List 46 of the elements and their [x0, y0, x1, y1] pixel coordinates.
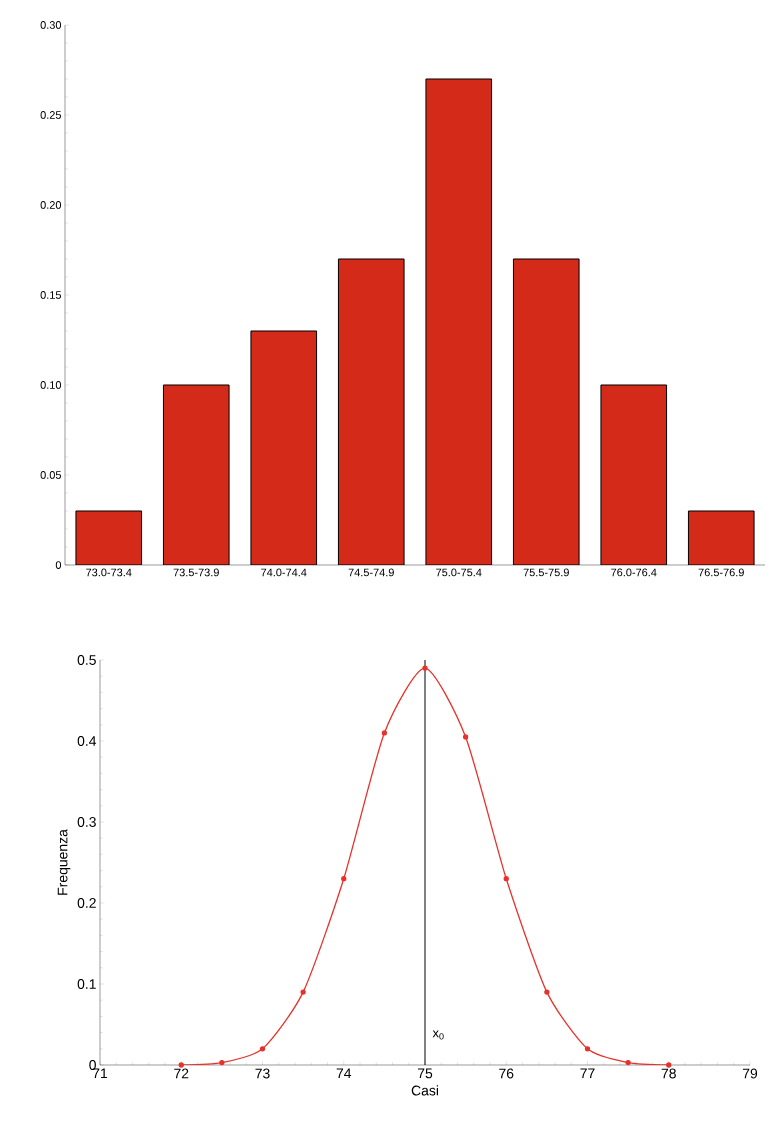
x-tick-label: 74 [336, 1068, 352, 1079]
point [625, 1059, 631, 1066]
y-tick-label: 0.20 [40, 201, 62, 209]
x-tick-label: 78 [661, 1068, 676, 1079]
x-tick-label: 75.0-75.4 [436, 568, 482, 577]
x-tick-label: 72 [174, 1068, 189, 1079]
y-tick-label: 0.1 [77, 979, 96, 989]
y-tick-label: 0.25 [40, 111, 62, 119]
y-tick-label: 0.30 [40, 21, 62, 29]
point [178, 1062, 184, 1068]
y-tick-label: 0.10 [40, 381, 62, 389]
ref-line-label: x$_{0}$ [432, 1030, 444, 1040]
x-tick-label: 74.0-74.4 [261, 568, 307, 577]
x-tick-label: 73.0-73.4 [86, 568, 132, 577]
point [219, 1059, 225, 1066]
x-tick-label: 73 [255, 1068, 270, 1079]
x-tick-label: 77 [580, 1068, 595, 1079]
y-axis-title: Frequenza [57, 829, 71, 895]
point [381, 730, 388, 736]
y-tick-label: 0.5 [77, 655, 96, 665]
y-tick-label: 0.3 [77, 817, 96, 827]
y-tick-label: 0.4 [77, 736, 97, 746]
y-tick-label: 0 [89, 1060, 96, 1070]
x-tick-label: 75.5-75.9 [523, 568, 569, 577]
point [462, 734, 469, 740]
point [300, 989, 306, 995]
point [341, 876, 347, 882]
point [259, 1046, 266, 1052]
x-tick-label: 76.0-76.4 [611, 568, 657, 577]
point [666, 1062, 672, 1068]
x-tick-label: 73.5-73.9 [173, 568, 219, 577]
point [584, 1046, 591, 1052]
y-tick-label: 0.2 [77, 898, 96, 908]
x-tick-label: 76 [499, 1068, 514, 1079]
x-tick-label: 79 [742, 1068, 758, 1079]
x-axis-title: Casi [411, 1085, 439, 1096]
x-tick-label: 75 [417, 1068, 433, 1079]
y-tick-label: 0.15 [40, 291, 62, 299]
point [544, 989, 550, 995]
y-tick-label: 0.05 [40, 471, 62, 479]
x-tick-label: 74.5-74.9 [348, 568, 394, 577]
x-tick-label: 71 [92, 1068, 108, 1079]
y-tick-label: 0 [55, 561, 62, 569]
point [503, 876, 509, 882]
point [422, 665, 428, 671]
x-tick-label: 76.5-76.9 [698, 568, 744, 577]
